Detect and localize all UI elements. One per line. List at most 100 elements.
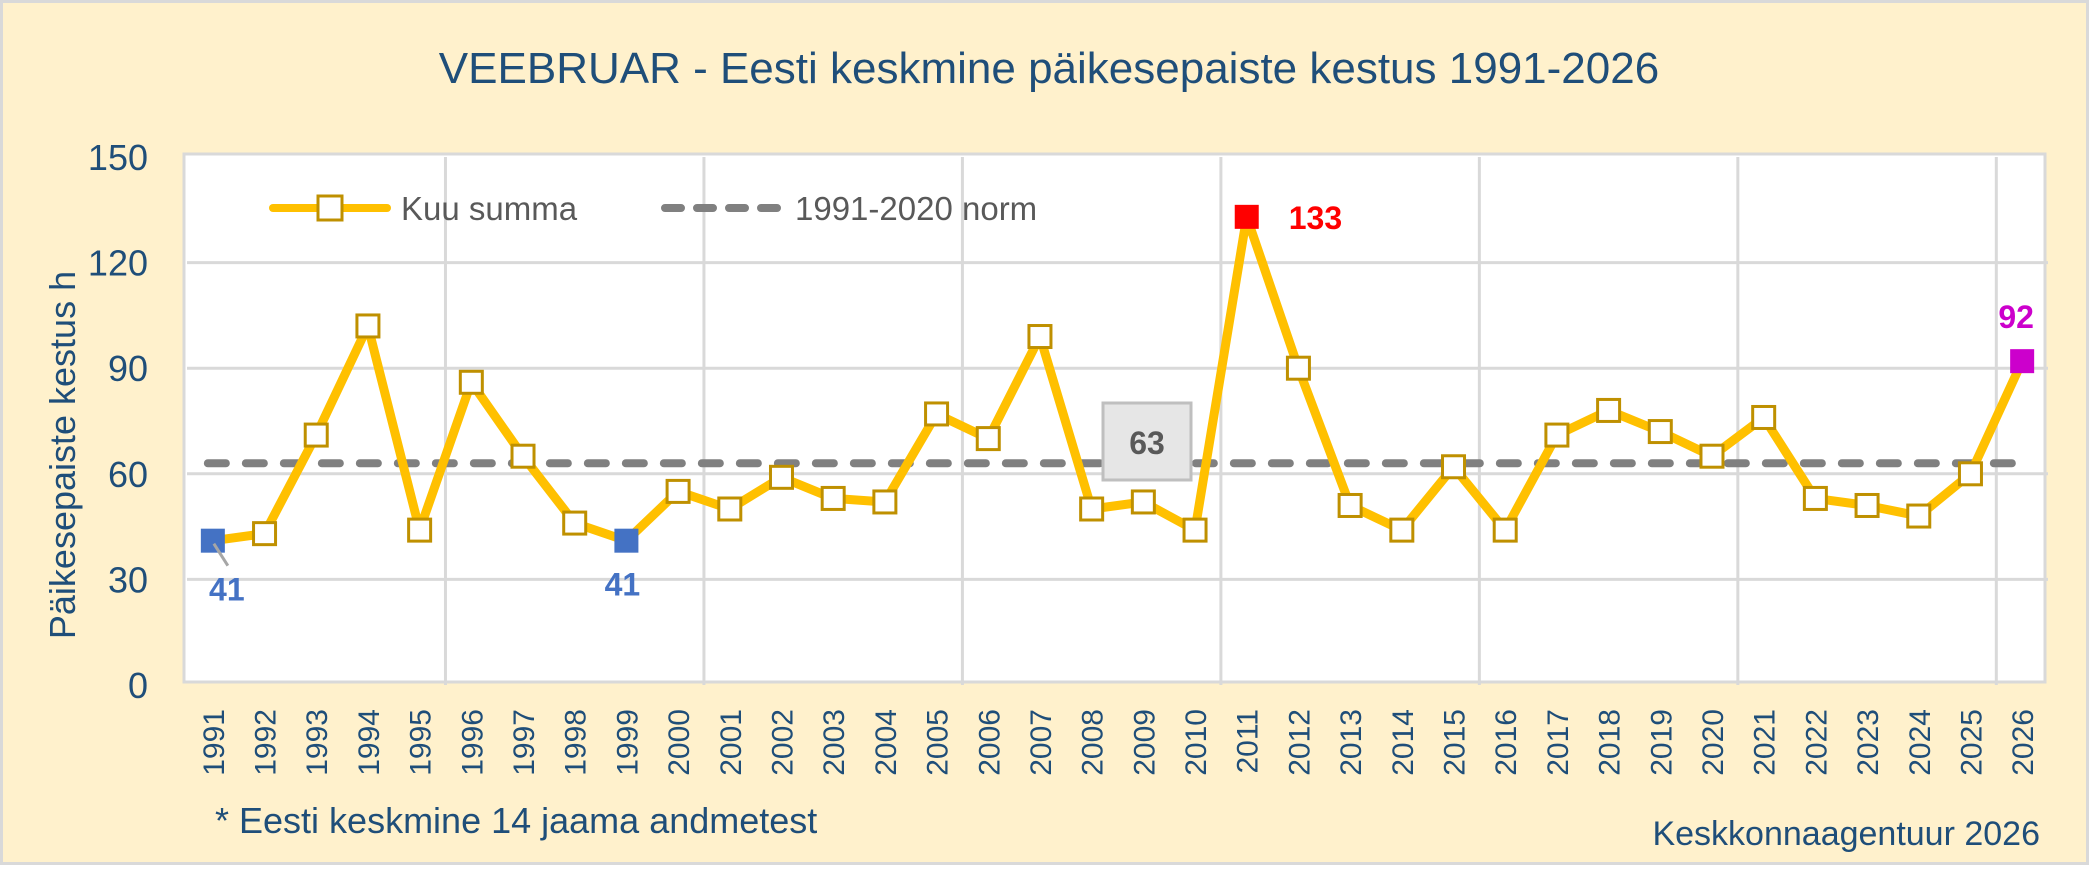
chart-svg: VEEBRUAR - Eesti keskmine päikesepaiste … — [42, 44, 2048, 853]
y-tick-label: 60 — [108, 454, 148, 495]
data-marker — [1751, 404, 1777, 430]
x-tick-label: 2014 — [1387, 709, 1420, 776]
x-tick-label: 2017 — [1542, 709, 1575, 776]
x-tick-label: 1995 — [405, 709, 438, 776]
y-tick-label: 30 — [108, 559, 148, 600]
y-axis-tick-labels: 0 30 60 90 120 150 — [88, 137, 148, 706]
data-marker — [665, 478, 691, 504]
series-markers — [200, 204, 2035, 553]
data-marker — [458, 369, 484, 395]
gridlines — [187, 157, 2048, 685]
highlight-marker — [2010, 349, 2035, 374]
highlight-marker — [200, 528, 225, 553]
data-marker — [510, 443, 536, 469]
x-tick-label: 2009 — [1128, 709, 1161, 776]
data-marker — [717, 496, 743, 522]
x-tick-label: 2004 — [870, 709, 903, 776]
x-tick-label: 2012 — [1283, 709, 1316, 776]
data-marker — [872, 489, 898, 515]
x-tick-label: 2011 — [1232, 709, 1265, 774]
data-marker — [1802, 485, 1828, 511]
x-tick-label: 1996 — [456, 709, 489, 776]
data-marker — [1647, 419, 1673, 445]
x-tick-label: 2023 — [1852, 709, 1885, 776]
data-label: 133 — [1289, 200, 1342, 236]
x-tick-label: 1997 — [508, 709, 541, 776]
norm-value-box: 63 — [1101, 401, 1193, 482]
x-tick-label: 1994 — [353, 709, 386, 776]
source-credit: Keskkonnaagentuur 2026 — [1652, 815, 2040, 853]
data-marker — [252, 521, 278, 547]
x-tick-label: 1992 — [250, 709, 283, 776]
data-marker — [1596, 397, 1622, 423]
data-marker — [768, 464, 794, 490]
data-marker — [1957, 461, 1983, 487]
chart-title: VEEBRUAR - Eesti keskmine päikesepaiste … — [439, 44, 1659, 93]
x-tick-label: 2000 — [663, 709, 696, 776]
x-tick-label: 1998 — [560, 709, 593, 776]
y-tick-label: 150 — [88, 137, 148, 178]
x-tick-label: 2019 — [1645, 709, 1678, 776]
y-tick-label: 90 — [108, 348, 148, 389]
data-marker — [1285, 355, 1311, 381]
data-marker — [975, 426, 1001, 452]
data-marker — [1906, 503, 1932, 529]
x-tick-label: 2025 — [1955, 709, 1988, 776]
x-tick-label: 1999 — [611, 709, 644, 776]
legend-label-kuu-summa: Kuu summa — [401, 190, 578, 227]
x-tick-label: 2010 — [1180, 709, 1213, 776]
data-marker — [1389, 517, 1415, 543]
highlight-data-labels: 41 41 133 92 — [209, 200, 2034, 608]
data-marker — [1079, 496, 1105, 522]
x-tick-label: 2021 — [1749, 709, 1782, 776]
x-tick-label: 1991 — [198, 709, 231, 776]
data-label: 41 — [209, 572, 245, 608]
legend: Kuu summa 1991-2020 norm — [269, 190, 1037, 227]
data-marker — [303, 422, 329, 448]
y-tick-label: 0 — [128, 665, 148, 706]
data-marker — [1492, 517, 1518, 543]
data-label: 41 — [605, 567, 641, 603]
data-marker — [924, 401, 950, 427]
x-tick-label: 2024 — [1904, 709, 1937, 776]
leader-line — [212, 542, 230, 567]
hollow-square-marker-icon — [316, 194, 344, 222]
x-tick-label: 2007 — [1025, 709, 1058, 776]
x-axis-tick-labels: 1991 1992 1993 1994 1995 1996 1997 1998 1999 2000… — [198, 709, 2040, 776]
data-marker — [1027, 324, 1053, 350]
x-tick-label: 2020 — [1697, 709, 1730, 776]
x-tick-label: 2008 — [1077, 709, 1110, 776]
x-tick-label: 2013 — [1335, 709, 1368, 776]
data-marker — [562, 510, 588, 536]
x-tick-label: 2016 — [1490, 709, 1523, 776]
x-tick-label: 2003 — [818, 709, 851, 776]
highlight-marker — [1234, 204, 1259, 229]
data-marker — [407, 517, 433, 543]
x-tick-label: 2022 — [1800, 709, 1833, 776]
x-tick-label: 2002 — [766, 709, 799, 776]
data-marker — [1182, 517, 1208, 543]
x-tick-label: 2015 — [1439, 709, 1472, 776]
data-marker — [1441, 454, 1467, 480]
x-tick-label: 2005 — [922, 709, 955, 776]
footnote: * Eesti keskmine 14 jaama andmetest — [215, 800, 817, 841]
x-tick-label: 2018 — [1594, 709, 1627, 776]
legend-item-norm: 1991-2020 norm — [661, 190, 1037, 227]
norm-value-label: 63 — [1129, 425, 1165, 461]
data-marker — [1854, 492, 1880, 518]
data-marker — [1337, 492, 1363, 518]
highlight-marker — [614, 528, 639, 553]
x-tick-label: 2001 — [715, 709, 748, 776]
data-label: 92 — [1998, 299, 2034, 335]
data-marker — [1699, 443, 1725, 469]
data-marker — [1544, 422, 1570, 448]
data-marker — [820, 485, 846, 511]
x-tick-label: 1993 — [301, 709, 334, 776]
y-axis-label: Päikesepaiste kestus h — [42, 271, 83, 639]
x-tick-label: 2006 — [973, 709, 1006, 776]
y-tick-label: 120 — [88, 243, 148, 284]
data-marker — [355, 313, 381, 339]
x-tick-label: 2026 — [2007, 709, 2040, 776]
legend-label-norm: 1991-2020 norm — [795, 190, 1037, 227]
